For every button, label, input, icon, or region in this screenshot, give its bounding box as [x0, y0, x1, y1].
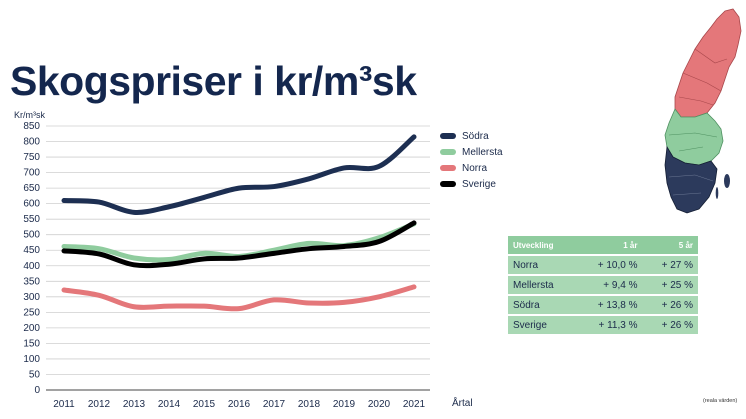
x-tick-label: 2011 [53, 399, 75, 410]
table-cell: Mellersta [508, 274, 576, 295]
legend-label: Sverige [462, 178, 496, 190]
y-tick-label: 750 [23, 152, 40, 163]
sweden-map [664, 8, 742, 214]
legend-label: Södra [462, 130, 489, 142]
x-tick-label: 2012 [88, 399, 111, 410]
table-header: 5 år [642, 236, 698, 255]
y-tick-label: 450 [23, 245, 40, 256]
legend-item-mellersta: Mellersta [440, 144, 503, 160]
table-cell: Södra [508, 294, 576, 315]
x-tick-label: 2016 [228, 399, 251, 410]
y-tick-label: 700 [23, 168, 40, 179]
y-tick-label: 550 [23, 214, 40, 225]
legend-swatch-norra [440, 165, 456, 171]
map-region-mellersta [664, 108, 724, 166]
legend-item-norra: Norra [440, 160, 503, 176]
legend-label: Mellersta [462, 146, 503, 158]
x-tick-label: 2020 [368, 399, 391, 410]
y-tick-label: 300 [23, 292, 40, 303]
y-tick-label: 600 [23, 199, 40, 210]
table-header: Utveckling [508, 236, 576, 255]
table-cell: Sverige [508, 314, 576, 334]
y-tick-label: 850 [23, 121, 40, 132]
table-cell: + 26 % [642, 314, 698, 334]
legend-swatch-mellersta [440, 149, 456, 155]
y-tick-label: 350 [23, 276, 40, 287]
development-table: Utveckling 1 år 5 år Norra + 10,0 % + 27… [508, 236, 698, 334]
x-tick-label: 2014 [158, 399, 181, 410]
table-cell: + 13,8 % [575, 294, 643, 315]
map-island-gotland [724, 174, 730, 188]
map-region-sodra [664, 145, 718, 214]
table-cell: Norra [508, 254, 576, 275]
y-tick-label: 0 [34, 385, 40, 396]
map-island-oland [715, 187, 719, 199]
y-tick-label: 100 [23, 354, 40, 365]
table-cell: + 25 % [642, 274, 698, 295]
table-cell: + 11,3 % [575, 314, 643, 334]
table-row: Norra + 10,0 % + 27 % [508, 254, 698, 275]
map-region-norra [674, 8, 742, 118]
y-tick-label: 200 [23, 323, 40, 334]
y-tick-label: 500 [23, 230, 40, 241]
series-line-sodra [61, 134, 417, 215]
x-tick-label: 2019 [333, 399, 356, 410]
legend-swatch-sodra [440, 133, 456, 139]
x-tick-label: 2017 [263, 399, 286, 410]
series-line-sverige [61, 220, 417, 269]
table-header: 1 år [575, 236, 643, 255]
y-axis-label: Kr/m³sk [14, 110, 45, 120]
footnote: (reala värden) [703, 398, 738, 404]
y-tick-label: 150 [23, 338, 40, 349]
y-tick-label: 250 [23, 307, 40, 318]
table-header-row: Utveckling 1 år 5 år [508, 236, 698, 255]
series-line-norra [61, 284, 417, 312]
x-tick-label: 2021 [403, 399, 426, 410]
table-cell: + 26 % [642, 294, 698, 315]
x-tick-label: 2015 [193, 399, 216, 410]
legend-label: Norra [462, 162, 488, 174]
y-tick-label: 400 [23, 261, 40, 272]
y-tick-label: 650 [23, 183, 40, 194]
y-tick-label: 50 [29, 369, 41, 380]
table-cell: + 9,4 % [575, 274, 643, 295]
table-cell: + 27 % [642, 254, 698, 275]
x-tick-label: 2013 [123, 399, 146, 410]
series-line-mellersta [61, 221, 417, 263]
table-row: Södra + 13,8 % + 26 % [508, 294, 698, 315]
table-row: Mellersta + 9,4 % + 25 % [508, 274, 698, 295]
page-title: Skogspriser i kr/m³sk [10, 58, 417, 104]
table-cell: + 10,0 % [575, 254, 643, 275]
y-tick-label: 800 [23, 137, 40, 148]
legend-swatch-sverige [440, 181, 456, 187]
x-axis-label: Årtal [452, 398, 473, 409]
x-tick-label: 2018 [298, 399, 321, 410]
chart-legend: Södra Mellersta Norra Sverige [440, 128, 503, 192]
table-row: Sverige + 11,3 % + 26 % [508, 314, 698, 334]
legend-item-sodra: Södra [440, 128, 503, 144]
legend-item-sverige: Sverige [440, 176, 503, 192]
